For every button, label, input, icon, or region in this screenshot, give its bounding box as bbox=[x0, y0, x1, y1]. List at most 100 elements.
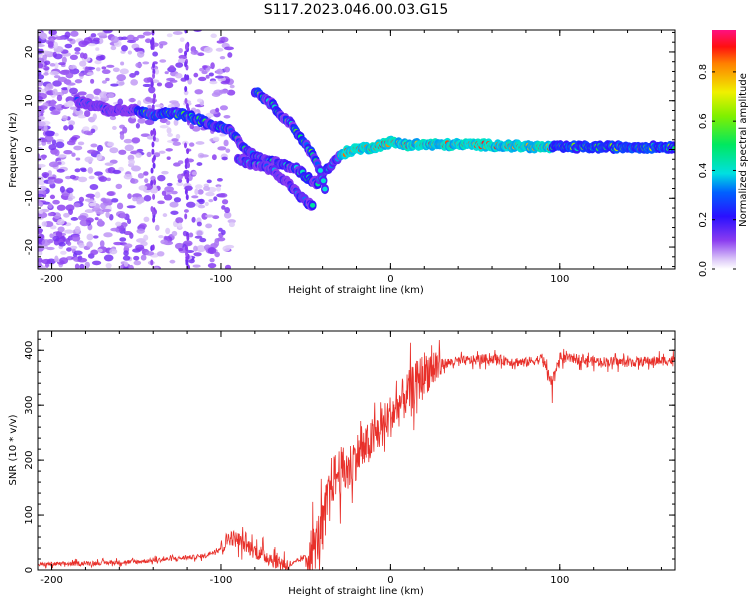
noise-blob bbox=[79, 60, 87, 67]
noise-blob bbox=[136, 50, 145, 58]
noise-blob bbox=[47, 212, 54, 217]
noise-blob bbox=[131, 137, 141, 144]
noise-blob bbox=[58, 62, 66, 66]
noise-blob bbox=[67, 197, 73, 202]
noise-blob bbox=[144, 119, 155, 126]
noise-blob bbox=[130, 79, 139, 86]
colorbar-tick-label: 0.0 bbox=[698, 261, 709, 277]
noise-blob bbox=[142, 61, 150, 65]
noise-blob bbox=[47, 203, 53, 209]
streak-blob bbox=[184, 188, 188, 195]
noise-blob bbox=[224, 46, 234, 51]
noise-blob bbox=[52, 199, 60, 205]
noise-blob bbox=[123, 266, 129, 269]
noise-blob bbox=[196, 245, 206, 253]
noise-blob bbox=[119, 68, 129, 75]
noise-blob bbox=[38, 193, 45, 198]
noise-blob bbox=[194, 188, 199, 196]
streak-blob bbox=[184, 61, 188, 68]
noise-blob bbox=[86, 149, 97, 154]
noise-blob bbox=[63, 212, 70, 218]
noise-blob bbox=[193, 72, 199, 78]
noise-blob bbox=[49, 194, 56, 200]
noise-blob bbox=[161, 170, 169, 175]
noise-blob bbox=[69, 245, 78, 250]
noise-blob bbox=[66, 256, 74, 261]
noise-blob bbox=[137, 172, 145, 179]
noise-blob bbox=[94, 217, 99, 221]
noise-blob bbox=[55, 141, 65, 149]
noise-blob bbox=[70, 217, 79, 221]
streak-blob bbox=[184, 97, 188, 104]
noise-blob bbox=[177, 222, 183, 229]
noise-blob bbox=[191, 171, 198, 176]
noise-blob bbox=[179, 37, 185, 43]
noise-blob bbox=[162, 213, 168, 218]
noise-blob bbox=[106, 93, 115, 98]
noise-blob bbox=[137, 34, 145, 39]
noise-blob bbox=[208, 199, 214, 203]
streak-blob bbox=[152, 193, 156, 200]
noise-blob bbox=[133, 255, 140, 261]
noise-blob bbox=[214, 75, 225, 79]
streak-blob bbox=[187, 162, 191, 169]
trace-core bbox=[322, 186, 328, 192]
noise-blob bbox=[38, 142, 42, 147]
noise-blob bbox=[197, 52, 205, 57]
streak-blob bbox=[150, 44, 154, 51]
noise-blob bbox=[128, 98, 136, 103]
streak-blob bbox=[150, 81, 154, 88]
noise-blob bbox=[90, 128, 96, 134]
noise-blob bbox=[213, 240, 220, 247]
noise-blob bbox=[38, 48, 44, 55]
noise-blob bbox=[136, 228, 145, 234]
noise-blob bbox=[223, 66, 231, 73]
noise-blob bbox=[225, 148, 231, 153]
noise-blob bbox=[164, 82, 174, 89]
noise-blob bbox=[201, 212, 208, 220]
snr-xtick-label: -100 bbox=[210, 575, 233, 586]
noise-blob bbox=[158, 150, 166, 154]
noise-blob bbox=[92, 113, 97, 120]
noise-blob bbox=[110, 36, 120, 44]
noise-blob bbox=[213, 196, 218, 202]
noise-blob bbox=[223, 115, 231, 119]
noise-blob bbox=[209, 80, 218, 85]
noise-blob bbox=[135, 123, 140, 129]
noise-blob bbox=[68, 120, 76, 126]
noise-blob bbox=[167, 104, 175, 109]
noise-blob bbox=[90, 78, 95, 84]
noise-blob bbox=[110, 83, 119, 87]
noise-blob bbox=[147, 104, 152, 109]
noise-blob bbox=[199, 154, 209, 158]
noise-blob bbox=[130, 115, 136, 119]
noise-blob bbox=[73, 202, 81, 208]
streak-blob bbox=[184, 142, 188, 149]
noise-blob bbox=[38, 237, 43, 244]
noise-blob bbox=[62, 69, 71, 73]
noise-blob bbox=[171, 138, 179, 142]
noise-blob bbox=[169, 79, 178, 83]
noise-blob bbox=[96, 153, 103, 161]
snr-xtick-label: -200 bbox=[40, 575, 63, 586]
noise-blob bbox=[205, 214, 214, 218]
noise-blob bbox=[191, 216, 196, 223]
colorbar-gradient bbox=[712, 30, 736, 269]
noise-blob bbox=[223, 139, 229, 147]
noise-blob bbox=[170, 190, 178, 195]
colorbar-tick-label: 0.2 bbox=[698, 212, 709, 228]
noise-blob bbox=[119, 213, 127, 219]
noise-blob bbox=[165, 120, 171, 126]
noise-blob bbox=[78, 72, 85, 77]
noise-blob bbox=[87, 167, 94, 174]
noise-blob bbox=[78, 196, 85, 203]
noise-blob bbox=[154, 104, 164, 108]
figure-title: S117.2023.046.00.03.G15 bbox=[264, 2, 449, 18]
noise-blob bbox=[66, 247, 72, 252]
noise-blob bbox=[133, 260, 142, 266]
noise-blob bbox=[83, 130, 92, 135]
noise-blob bbox=[38, 250, 43, 256]
streak-blob bbox=[150, 179, 154, 186]
noise-blob bbox=[54, 149, 60, 157]
